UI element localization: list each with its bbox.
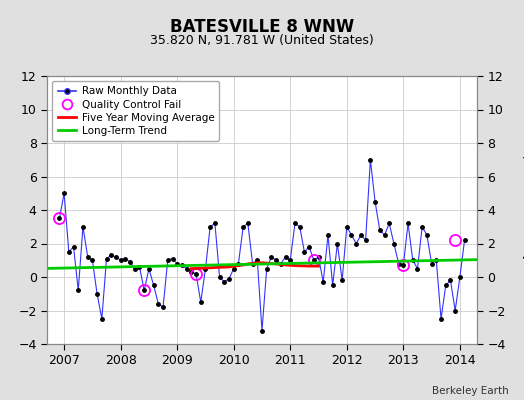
Y-axis label: Temperature Anomaly (°C): Temperature Anomaly (°C) — [522, 131, 524, 289]
Text: Berkeley Earth: Berkeley Earth — [432, 386, 508, 396]
Legend: Raw Monthly Data, Quality Control Fail, Five Year Moving Average, Long-Term Tren: Raw Monthly Data, Quality Control Fail, … — [52, 81, 220, 141]
Text: BATESVILLE 8 WNW: BATESVILLE 8 WNW — [170, 18, 354, 36]
Text: 35.820 N, 91.781 W (United States): 35.820 N, 91.781 W (United States) — [150, 34, 374, 47]
